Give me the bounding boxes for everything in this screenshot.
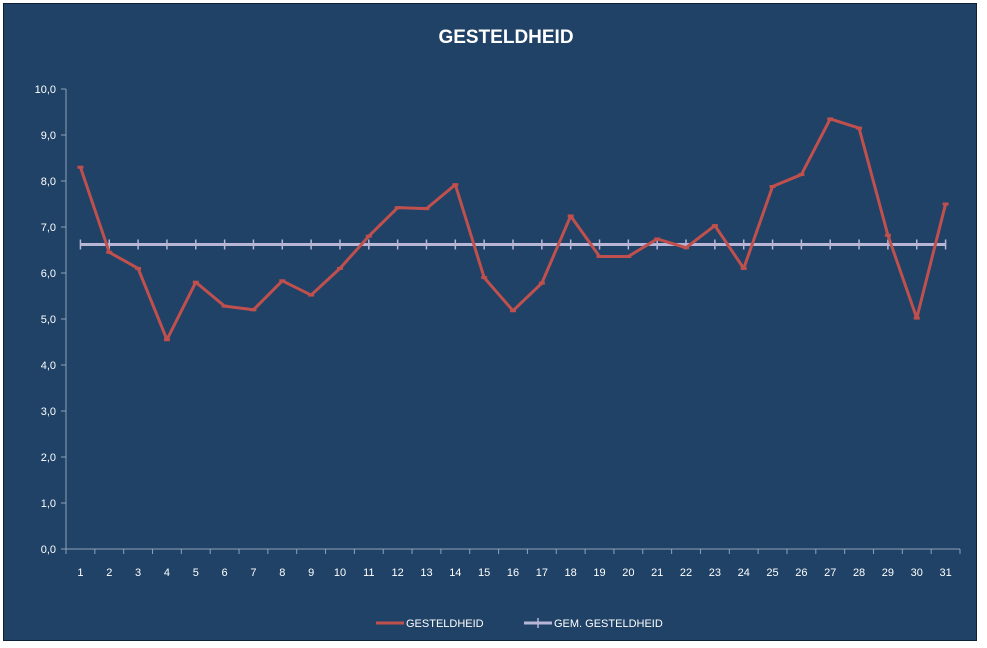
point-gesteldheid xyxy=(394,206,401,210)
y-tick-label: 10,0 xyxy=(35,84,56,96)
x-tick-label: 13 xyxy=(420,567,432,579)
x-tick-label: 1 xyxy=(77,567,83,579)
point-gesteldheid xyxy=(250,308,257,312)
x-tick-label: 7 xyxy=(250,567,256,579)
x-tick-label: 10 xyxy=(334,567,346,579)
x-tick-label: 31 xyxy=(939,567,951,579)
point-gesteldheid xyxy=(798,173,805,177)
series-layer xyxy=(77,117,949,342)
line-chart: GESTELDHEID 0,0 1,0 2,0 3,0 4,0 5,0 6,0 7,0 8,0 9… xyxy=(35,27,961,630)
y-tick-label: 4,0 xyxy=(41,360,56,372)
y-tick-label: 7,0 xyxy=(41,222,56,234)
chart-frame: GESTELDHEID 0,0 1,0 2,0 3,0 4,0 5,0 6,0 7,0 8,0 9… xyxy=(3,3,977,641)
point-gesteldheid xyxy=(884,233,891,237)
x-tick-label: 16 xyxy=(507,567,519,579)
point-gesteldheid xyxy=(711,224,718,228)
point-gesteldheid xyxy=(567,214,574,218)
point-gesteldheid xyxy=(308,293,315,297)
point-gesteldheid xyxy=(827,117,834,121)
point-gesteldheid xyxy=(856,126,863,130)
point-gesteldheid xyxy=(596,254,603,258)
x-tick-label: 28 xyxy=(853,567,865,579)
x-tick-label: 20 xyxy=(622,567,634,579)
series-line-gesteldheid xyxy=(78,117,948,342)
x-tick-label: 4 xyxy=(164,567,170,579)
x-tick-label: 12 xyxy=(392,567,404,579)
point-gesteldheid xyxy=(683,246,690,250)
point-gesteldheid xyxy=(481,276,488,280)
point-gesteldheid xyxy=(625,254,632,258)
y-tick-label: 2,0 xyxy=(41,452,56,464)
axes xyxy=(65,89,960,550)
x-tick-label: 18 xyxy=(565,567,577,579)
x-tick-label: 14 xyxy=(449,567,461,579)
x-tick-label: 29 xyxy=(882,567,894,579)
point-gesteldheid xyxy=(365,234,372,238)
y-tick-label: 1,0 xyxy=(41,498,56,510)
x-tick-label: 19 xyxy=(593,567,605,579)
x-tick-label: 27 xyxy=(824,567,836,579)
y-axis-ticks: 0,0 1,0 2,0 3,0 4,0 5,0 6,0 7,0 8,0 9,0 10,0 xyxy=(35,84,66,556)
point-gesteldheid xyxy=(135,266,142,270)
y-tick-label: 3,0 xyxy=(41,406,56,418)
point-gesteldheid xyxy=(538,281,545,285)
x-tick-label: 3 xyxy=(135,567,141,579)
x-tick-label: 17 xyxy=(536,567,548,579)
y-tick-label: 6,0 xyxy=(41,268,56,280)
point-gesteldheid xyxy=(279,279,286,283)
point-gesteldheid xyxy=(423,207,430,211)
point-gesteldheid xyxy=(192,280,199,284)
x-tick-label: 24 xyxy=(738,567,750,579)
y-tick-label: 0,0 xyxy=(41,544,56,556)
point-gesteldheid xyxy=(106,250,113,254)
x-tick-label: 5 xyxy=(193,567,199,579)
x-tick-label: 15 xyxy=(478,567,490,579)
x-tick-label: 25 xyxy=(766,567,778,579)
point-gesteldheid xyxy=(163,338,170,342)
x-tick-label: 23 xyxy=(709,567,721,579)
point-gesteldheid xyxy=(942,202,949,206)
x-tick-label: 8 xyxy=(279,567,285,579)
point-gesteldheid xyxy=(769,185,776,189)
chart-title: GESTELDHEID xyxy=(438,27,573,48)
y-tick-label: 5,0 xyxy=(41,314,56,326)
x-tick-label: 6 xyxy=(222,567,228,579)
legend: GESTELDHEID GEM. GESTELDHEID xyxy=(376,618,663,630)
x-tick-label: 11 xyxy=(363,567,374,579)
point-gesteldheid xyxy=(77,165,84,169)
point-gesteldheid xyxy=(913,316,920,320)
point-gesteldheid xyxy=(654,237,661,241)
point-gesteldheid xyxy=(336,266,343,270)
x-tick-label: 26 xyxy=(795,567,807,579)
legend-label-gem-gesteldheid: GEM. GESTELDHEID xyxy=(554,618,663,630)
y-tick-label: 8,0 xyxy=(41,176,56,188)
legend-label-gesteldheid: GESTELDHEID xyxy=(406,618,484,630)
x-axis-ticks: 1 2 3 4 5 6 7 8 9 10 11 12 13 14 15 16 17 18 19 20 21 22 23 24 2… xyxy=(65,549,961,579)
x-tick-label: 2 xyxy=(106,567,112,579)
y-tick-label: 9,0 xyxy=(41,130,56,142)
x-tick-label: 9 xyxy=(308,567,314,579)
x-tick-label: 22 xyxy=(680,567,692,579)
x-tick-label: 21 xyxy=(651,567,663,579)
point-gesteldheid xyxy=(221,304,228,308)
point-gesteldheid xyxy=(452,183,459,187)
point-gesteldheid xyxy=(740,266,747,270)
point-gesteldheid xyxy=(510,309,516,313)
x-tick-label: 30 xyxy=(911,567,923,579)
